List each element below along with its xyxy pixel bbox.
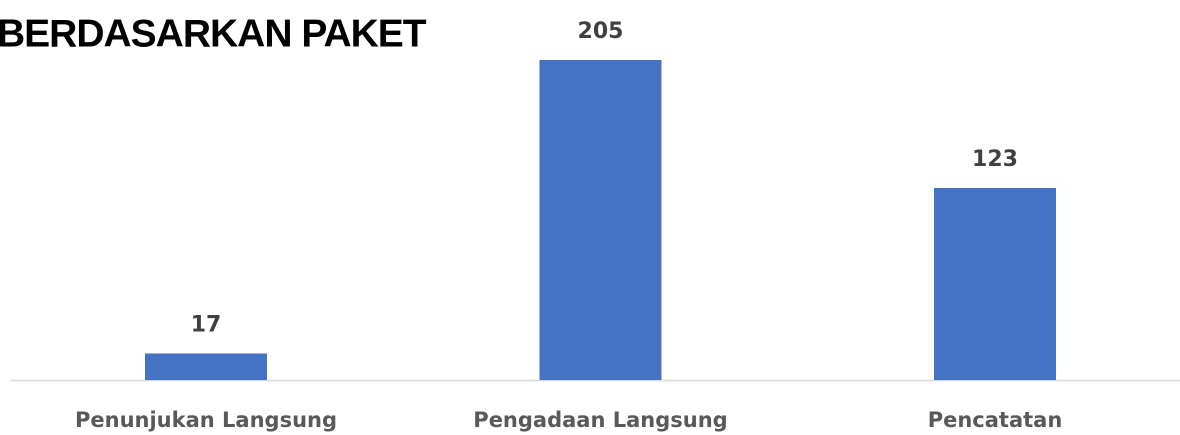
x-tick-label: Pengadaan Langsung — [473, 408, 727, 432]
bar — [539, 60, 662, 380]
value-label: 17 — [191, 312, 222, 337]
x-tick-label: Penunjukan Langsung — [75, 408, 337, 432]
chart-title: BERDASARKAN PAKET — [0, 12, 427, 55]
value-label: 123 — [972, 147, 1018, 172]
bar — [145, 353, 267, 380]
value-label: 205 — [578, 19, 624, 44]
x-tick-label: Pencatatan — [928, 408, 1063, 432]
bar — [934, 188, 1056, 380]
